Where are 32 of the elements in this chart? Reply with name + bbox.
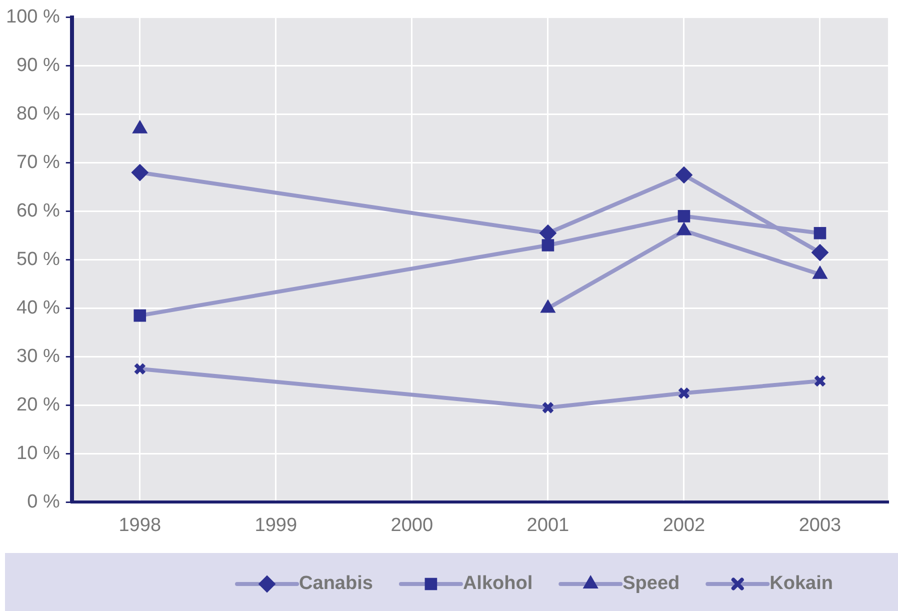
- y-tick-label: 100 %: [6, 6, 60, 28]
- y-tick-label: 40 %: [16, 298, 60, 319]
- legend-label: Kokain: [770, 573, 833, 594]
- legend-label: Alkohol: [462, 573, 533, 594]
- y-tick-label: 70 %: [16, 152, 60, 174]
- point: [131, 164, 148, 182]
- point: [134, 362, 146, 376]
- x-tick-label: 2003: [798, 514, 842, 536]
- y-tick-label: 0 %: [27, 491, 60, 512]
- y-tick-label: 90 %: [16, 55, 60, 76]
- point: [134, 309, 146, 322]
- point: [675, 166, 692, 184]
- legend-label: Canabis: [299, 573, 373, 594]
- x-tick-label: 2002: [662, 514, 706, 536]
- x-tick-label: 1999: [254, 514, 298, 536]
- y-tick-label: 10 %: [16, 442, 60, 464]
- x-tick-label: 2000: [390, 514, 434, 536]
- x-tick-label: 1998: [118, 514, 162, 536]
- y-tick-label: 50 %: [16, 249, 60, 270]
- point: [814, 374, 826, 388]
- point: [811, 244, 828, 262]
- y-tick-label: 20 %: [16, 394, 60, 416]
- x-tick-label: 2001: [526, 514, 570, 536]
- y-tick-label: 30 %: [16, 346, 60, 367]
- point: [678, 210, 690, 222]
- point: [542, 239, 554, 252]
- point: [814, 226, 826, 240]
- point: [678, 386, 690, 400]
- y-tick-label: 60 %: [16, 200, 60, 222]
- point: [542, 401, 554, 414]
- y-tick-label: 80 %: [16, 104, 60, 125]
- legend-label: Speed: [622, 573, 680, 594]
